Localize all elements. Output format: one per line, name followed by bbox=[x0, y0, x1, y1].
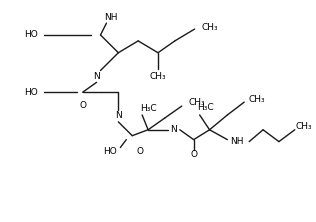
Text: N: N bbox=[171, 125, 177, 134]
Text: O: O bbox=[190, 150, 197, 159]
Text: H₃C: H₃C bbox=[197, 103, 214, 111]
Text: H₃C: H₃C bbox=[140, 103, 156, 113]
Text: HO: HO bbox=[24, 88, 38, 97]
Text: HO: HO bbox=[104, 147, 117, 156]
Text: N: N bbox=[115, 111, 122, 121]
Text: NH: NH bbox=[104, 13, 117, 22]
Text: CH₃: CH₃ bbox=[201, 23, 218, 32]
Text: CH₃: CH₃ bbox=[249, 95, 265, 104]
Text: NH: NH bbox=[231, 137, 244, 146]
Text: O: O bbox=[137, 147, 144, 156]
Text: CH₃: CH₃ bbox=[188, 98, 205, 107]
Text: N: N bbox=[93, 72, 100, 81]
Text: O: O bbox=[79, 101, 86, 110]
Text: CH₃: CH₃ bbox=[295, 122, 312, 131]
Text: CH₃: CH₃ bbox=[150, 72, 166, 81]
Text: HO: HO bbox=[24, 30, 38, 40]
